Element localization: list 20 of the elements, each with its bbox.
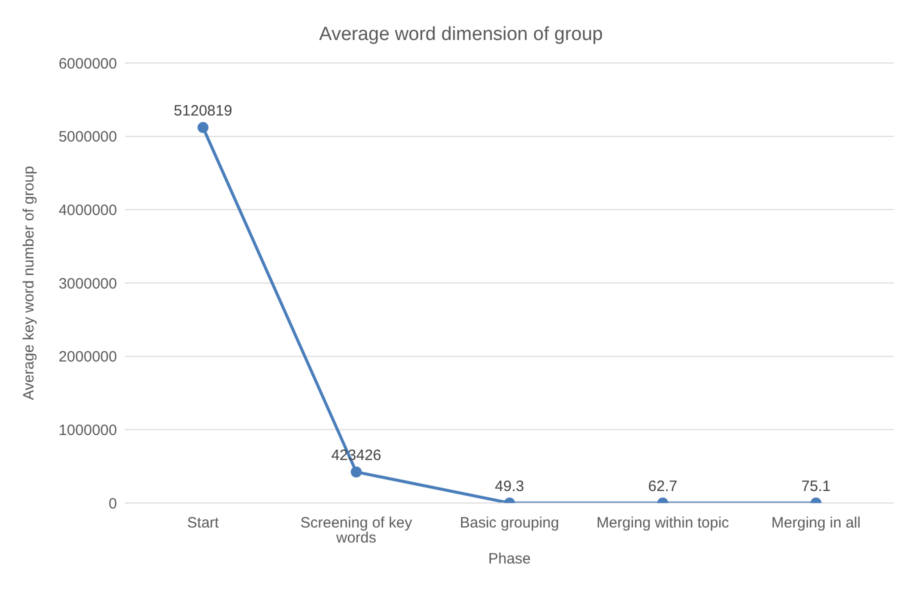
y-tick-label: 3000000 xyxy=(58,275,117,292)
x-tick-label: Start xyxy=(187,514,220,532)
data-label: 62.7 xyxy=(648,478,678,495)
x-tick-label: Merging within topic xyxy=(596,514,730,532)
y-tick-label: 5000000 xyxy=(58,128,117,146)
y-tick-label: 6000000 xyxy=(58,55,117,72)
x-axis-title: Phase xyxy=(488,550,531,568)
y-tick-label: 2000000 xyxy=(58,348,117,366)
y-tick-label: 0 xyxy=(108,495,117,512)
data-label: 49.3 xyxy=(494,478,524,495)
x-tick-label: Merging in all xyxy=(771,514,861,532)
y-axis-title: Average key word number of group xyxy=(20,166,38,400)
x-tick-label: Basic grouping xyxy=(460,514,560,532)
point xyxy=(198,122,208,133)
data-label: 5120819 xyxy=(174,102,232,120)
data-label: 75.1 xyxy=(801,478,831,495)
y-tick-label: 1000000 xyxy=(58,422,117,439)
chart-title: Average word dimension of group xyxy=(319,24,603,46)
x-tick-label: Screening of key words xyxy=(300,514,413,547)
y-tick-label: 4000000 xyxy=(58,202,117,219)
